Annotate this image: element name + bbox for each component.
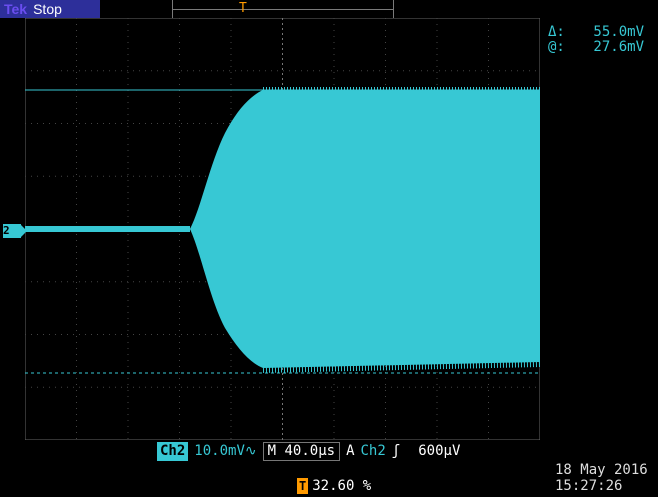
cursor-at-label: @: xyxy=(548,39,565,55)
trigger-badge-icon: T xyxy=(297,478,309,494)
waveform-display xyxy=(25,18,540,440)
channel-2-marker[interactable]: 2 xyxy=(3,224,27,238)
waveform-envelope xyxy=(190,90,540,368)
trigger-position-value: 32.60 % xyxy=(312,478,372,494)
time-label: 15:27:26 xyxy=(555,478,623,494)
timebase-setting[interactable]: M 40.0µs xyxy=(262,442,341,461)
date-time-display: 18 May 2016 15:27:26 xyxy=(555,462,648,494)
bandwidth-icon: ∿ xyxy=(244,443,257,459)
cursor-at-value: 27.6mV xyxy=(593,39,644,55)
volts-per-div[interactable]: 10.0mV∿ xyxy=(194,442,256,461)
delta-value: 55.0mV xyxy=(593,24,644,40)
record-line xyxy=(173,9,393,10)
channel-badge[interactable]: Ch2 xyxy=(157,442,189,461)
timebase-value: 40.0µs xyxy=(284,443,336,459)
run-stop-state: Stop xyxy=(33,1,62,17)
trigger-slope-icon: ʃ xyxy=(391,443,401,459)
date-label: 18 May 2016 xyxy=(555,462,648,478)
trigger-position-icon: T xyxy=(239,1,247,16)
timebase-prefix: M xyxy=(267,443,277,459)
delta-label: Δ: xyxy=(548,24,565,40)
trigger-level[interactable]: 600µV xyxy=(418,443,461,459)
record-view-bar: T xyxy=(172,0,394,18)
acquisition-status: Tek Stop xyxy=(0,0,100,18)
brand-label: Tek xyxy=(4,1,28,17)
trigger-position-readout: T 32.60 % xyxy=(297,478,371,494)
trigger-source[interactable]: Ch2 xyxy=(360,443,386,459)
cursor-readout: Δ: 55.0mV @: 27.6mV xyxy=(548,25,644,55)
acquisition-mode: A xyxy=(346,443,355,459)
settings-bar: Ch2 10.0mV∿ M 40.0µs A Ch2 ʃ 600µV xyxy=(157,442,460,461)
volts-div-value: 10.0mV xyxy=(194,443,245,459)
waveform-bottom-edge xyxy=(262,361,540,373)
